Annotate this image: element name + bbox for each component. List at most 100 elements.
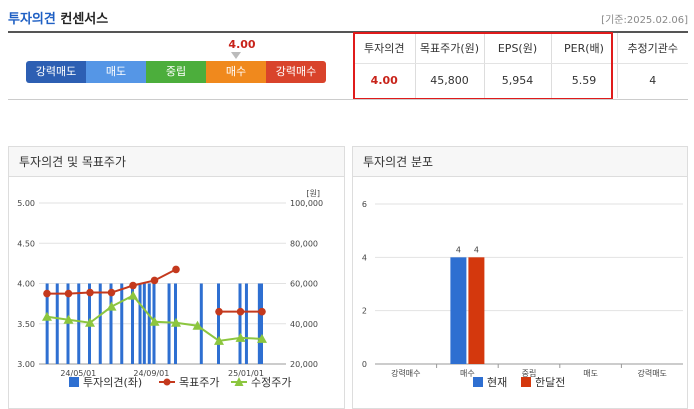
target-price-point bbox=[107, 288, 116, 297]
target-price-point bbox=[172, 265, 180, 274]
legend-month-ago-swatch bbox=[521, 377, 531, 387]
opinion-bar bbox=[238, 283, 242, 364]
header-opinion: 투자의견 bbox=[354, 33, 415, 64]
x-tick-label: 25/01/01 bbox=[228, 369, 264, 378]
legend-month-ago-label: 한달전 bbox=[535, 376, 565, 389]
opinion-bar bbox=[147, 283, 151, 364]
legend-opinion-label: 투자의견(좌) bbox=[83, 376, 142, 389]
page-title: 투자의견 컨센서스 bbox=[8, 8, 108, 27]
stock-price-point bbox=[214, 335, 224, 345]
scale-strong-sell: 강력매도 bbox=[26, 61, 86, 83]
y-right-tick-label: 60,000 bbox=[290, 280, 318, 289]
stock-price-point bbox=[257, 333, 267, 343]
distribution-bar bbox=[450, 257, 467, 364]
y-right-axis-unit: [원] bbox=[306, 189, 320, 198]
value-eps: 5,954 bbox=[483, 63, 551, 98]
header-per: PER(배) bbox=[550, 33, 617, 64]
consensus-summary-table: 투자의견 목표주가(원) EPS(원) PER(배) 추정기관수 4.00 45… bbox=[354, 33, 688, 98]
y-left-tick-label: 3.50 bbox=[17, 320, 35, 329]
scale-buy: 매수 bbox=[206, 61, 266, 83]
header-analyst-count: 추정기관수 bbox=[616, 33, 688, 64]
opinion-score-marker bbox=[231, 52, 241, 59]
legend-current-label: 현재 bbox=[487, 376, 507, 389]
target-price-point bbox=[64, 289, 73, 298]
bar-data-label: 4 bbox=[474, 245, 479, 254]
opinion-bar bbox=[138, 283, 142, 364]
y-tick-label: 2 bbox=[362, 307, 367, 316]
opinion-scale: 강력매도 매도 중립 매수 강력매수 bbox=[26, 61, 326, 83]
opinion-target-price-panel: 투자의견 및 목표주가 3.00 3.50 4.00 4.50 5.00 20,000 40… bbox=[8, 146, 345, 409]
stock-price-point bbox=[149, 316, 160, 326]
stock-price-point bbox=[63, 314, 74, 324]
title-suffix: 컨센서스 bbox=[60, 12, 109, 27]
opinion-bar bbox=[98, 283, 102, 364]
opinion-bar bbox=[66, 283, 70, 364]
opinion-score-value: 4.00 bbox=[228, 38, 256, 51]
value-analyst-count: 4 bbox=[616, 63, 688, 98]
summary-header-row: 투자의견 목표주가(원) EPS(원) PER(배) 추정기관수 bbox=[354, 33, 688, 64]
summary-divider bbox=[8, 99, 688, 100]
highlight-box bbox=[353, 32, 613, 100]
target-price-point bbox=[236, 307, 245, 316]
title-prefix: 투자의견 bbox=[8, 12, 56, 27]
target-price-point bbox=[43, 289, 51, 298]
header-target-price: 목표주가(원) bbox=[414, 33, 484, 64]
opinion-bar bbox=[77, 283, 81, 364]
legend-target-label: 목표주가 bbox=[179, 376, 219, 389]
opinion-bar bbox=[199, 283, 203, 364]
target-price-point bbox=[258, 307, 266, 316]
opinion-bar bbox=[45, 283, 49, 364]
stock-price-point bbox=[128, 290, 138, 300]
y-right-tick-label: 80,000 bbox=[290, 239, 318, 248]
legend-opinion-swatch bbox=[69, 377, 79, 387]
target-price-point bbox=[129, 281, 137, 290]
value-per: 5.59 bbox=[550, 63, 617, 98]
scale-sell: 매도 bbox=[86, 61, 146, 83]
y-left-tick-label: 3.00 bbox=[17, 360, 35, 369]
opinion-bar bbox=[217, 283, 220, 364]
header-eps: EPS(원) bbox=[483, 33, 551, 64]
x-tick-label: 24/09/01 bbox=[133, 369, 169, 378]
legend-current-swatch bbox=[473, 377, 483, 387]
distribution-bar bbox=[468, 257, 485, 364]
scale-strong-buy: 강력매수 bbox=[266, 61, 326, 83]
legend-stock-marker bbox=[234, 377, 244, 386]
legend-target-marker bbox=[163, 378, 171, 386]
y-tick-label: 0 bbox=[362, 360, 367, 369]
opinion-bar bbox=[244, 283, 248, 364]
value-opinion: 4.00 bbox=[370, 74, 398, 88]
x-tick-label: 24/05/01 bbox=[60, 369, 96, 378]
stock-price-point bbox=[235, 332, 246, 342]
x-tick-label: 매수 bbox=[460, 369, 475, 378]
y-left-tick-label: 4.50 bbox=[17, 239, 35, 248]
summary-value-row: 4.00 45,800 5,954 5.59 4 bbox=[354, 63, 688, 98]
scale-neutral: 중립 bbox=[146, 61, 206, 83]
opinion-distribution-panel: 투자의견 분포 0 2 4 6 강력매수 매수 4 4 중립 매도 강력매도 현재 한달전 bbox=[352, 146, 688, 409]
opinion-bar bbox=[131, 283, 134, 364]
stock-price-point bbox=[42, 311, 52, 321]
opinion-bar bbox=[260, 283, 263, 364]
value-target-price: 45,800 bbox=[414, 63, 484, 98]
stock-price-point bbox=[171, 317, 181, 327]
stock-price-point bbox=[106, 301, 117, 311]
opinion-bar bbox=[55, 283, 59, 364]
left-panel-title: 투자의견 및 목표주가 bbox=[9, 147, 344, 177]
legend-stock-label: 수정주가 bbox=[251, 376, 291, 389]
x-tick-label: 강력매도 bbox=[637, 368, 666, 378]
y-right-tick-label: 20,000 bbox=[290, 360, 318, 369]
x-tick-label: 매도 bbox=[583, 369, 598, 378]
x-tick-label: 강력매수 bbox=[391, 368, 420, 378]
header-divider bbox=[8, 31, 688, 33]
bar-data-label: 4 bbox=[456, 245, 461, 254]
y-left-tick-label: 4.00 bbox=[17, 280, 35, 289]
stock-price-point bbox=[192, 320, 203, 330]
y-tick-label: 6 bbox=[362, 200, 367, 209]
target-price-point bbox=[215, 307, 223, 316]
opinion-bar bbox=[167, 283, 171, 364]
stock-price-point bbox=[85, 317, 95, 327]
opinion-bar bbox=[120, 283, 124, 364]
opinion-bar bbox=[257, 283, 261, 364]
opinion-bar bbox=[109, 283, 113, 364]
target-price-point bbox=[86, 288, 94, 297]
